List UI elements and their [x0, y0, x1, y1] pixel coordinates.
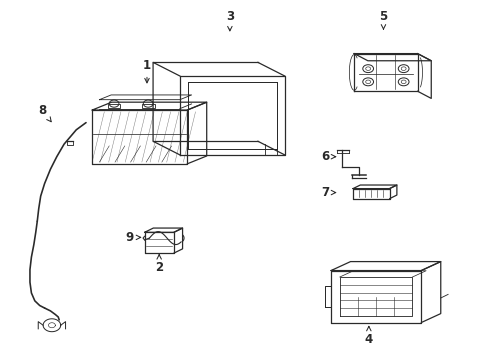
- Text: 7: 7: [320, 186, 335, 199]
- Text: 4: 4: [364, 327, 372, 346]
- Text: 1: 1: [142, 59, 151, 83]
- Bar: [107, 104, 120, 108]
- Text: 6: 6: [320, 150, 335, 163]
- Text: 8: 8: [38, 104, 51, 122]
- Text: 9: 9: [125, 231, 141, 244]
- Text: 3: 3: [225, 10, 233, 31]
- Bar: [142, 104, 154, 108]
- Text: 2: 2: [155, 255, 163, 274]
- Text: 5: 5: [379, 10, 387, 29]
